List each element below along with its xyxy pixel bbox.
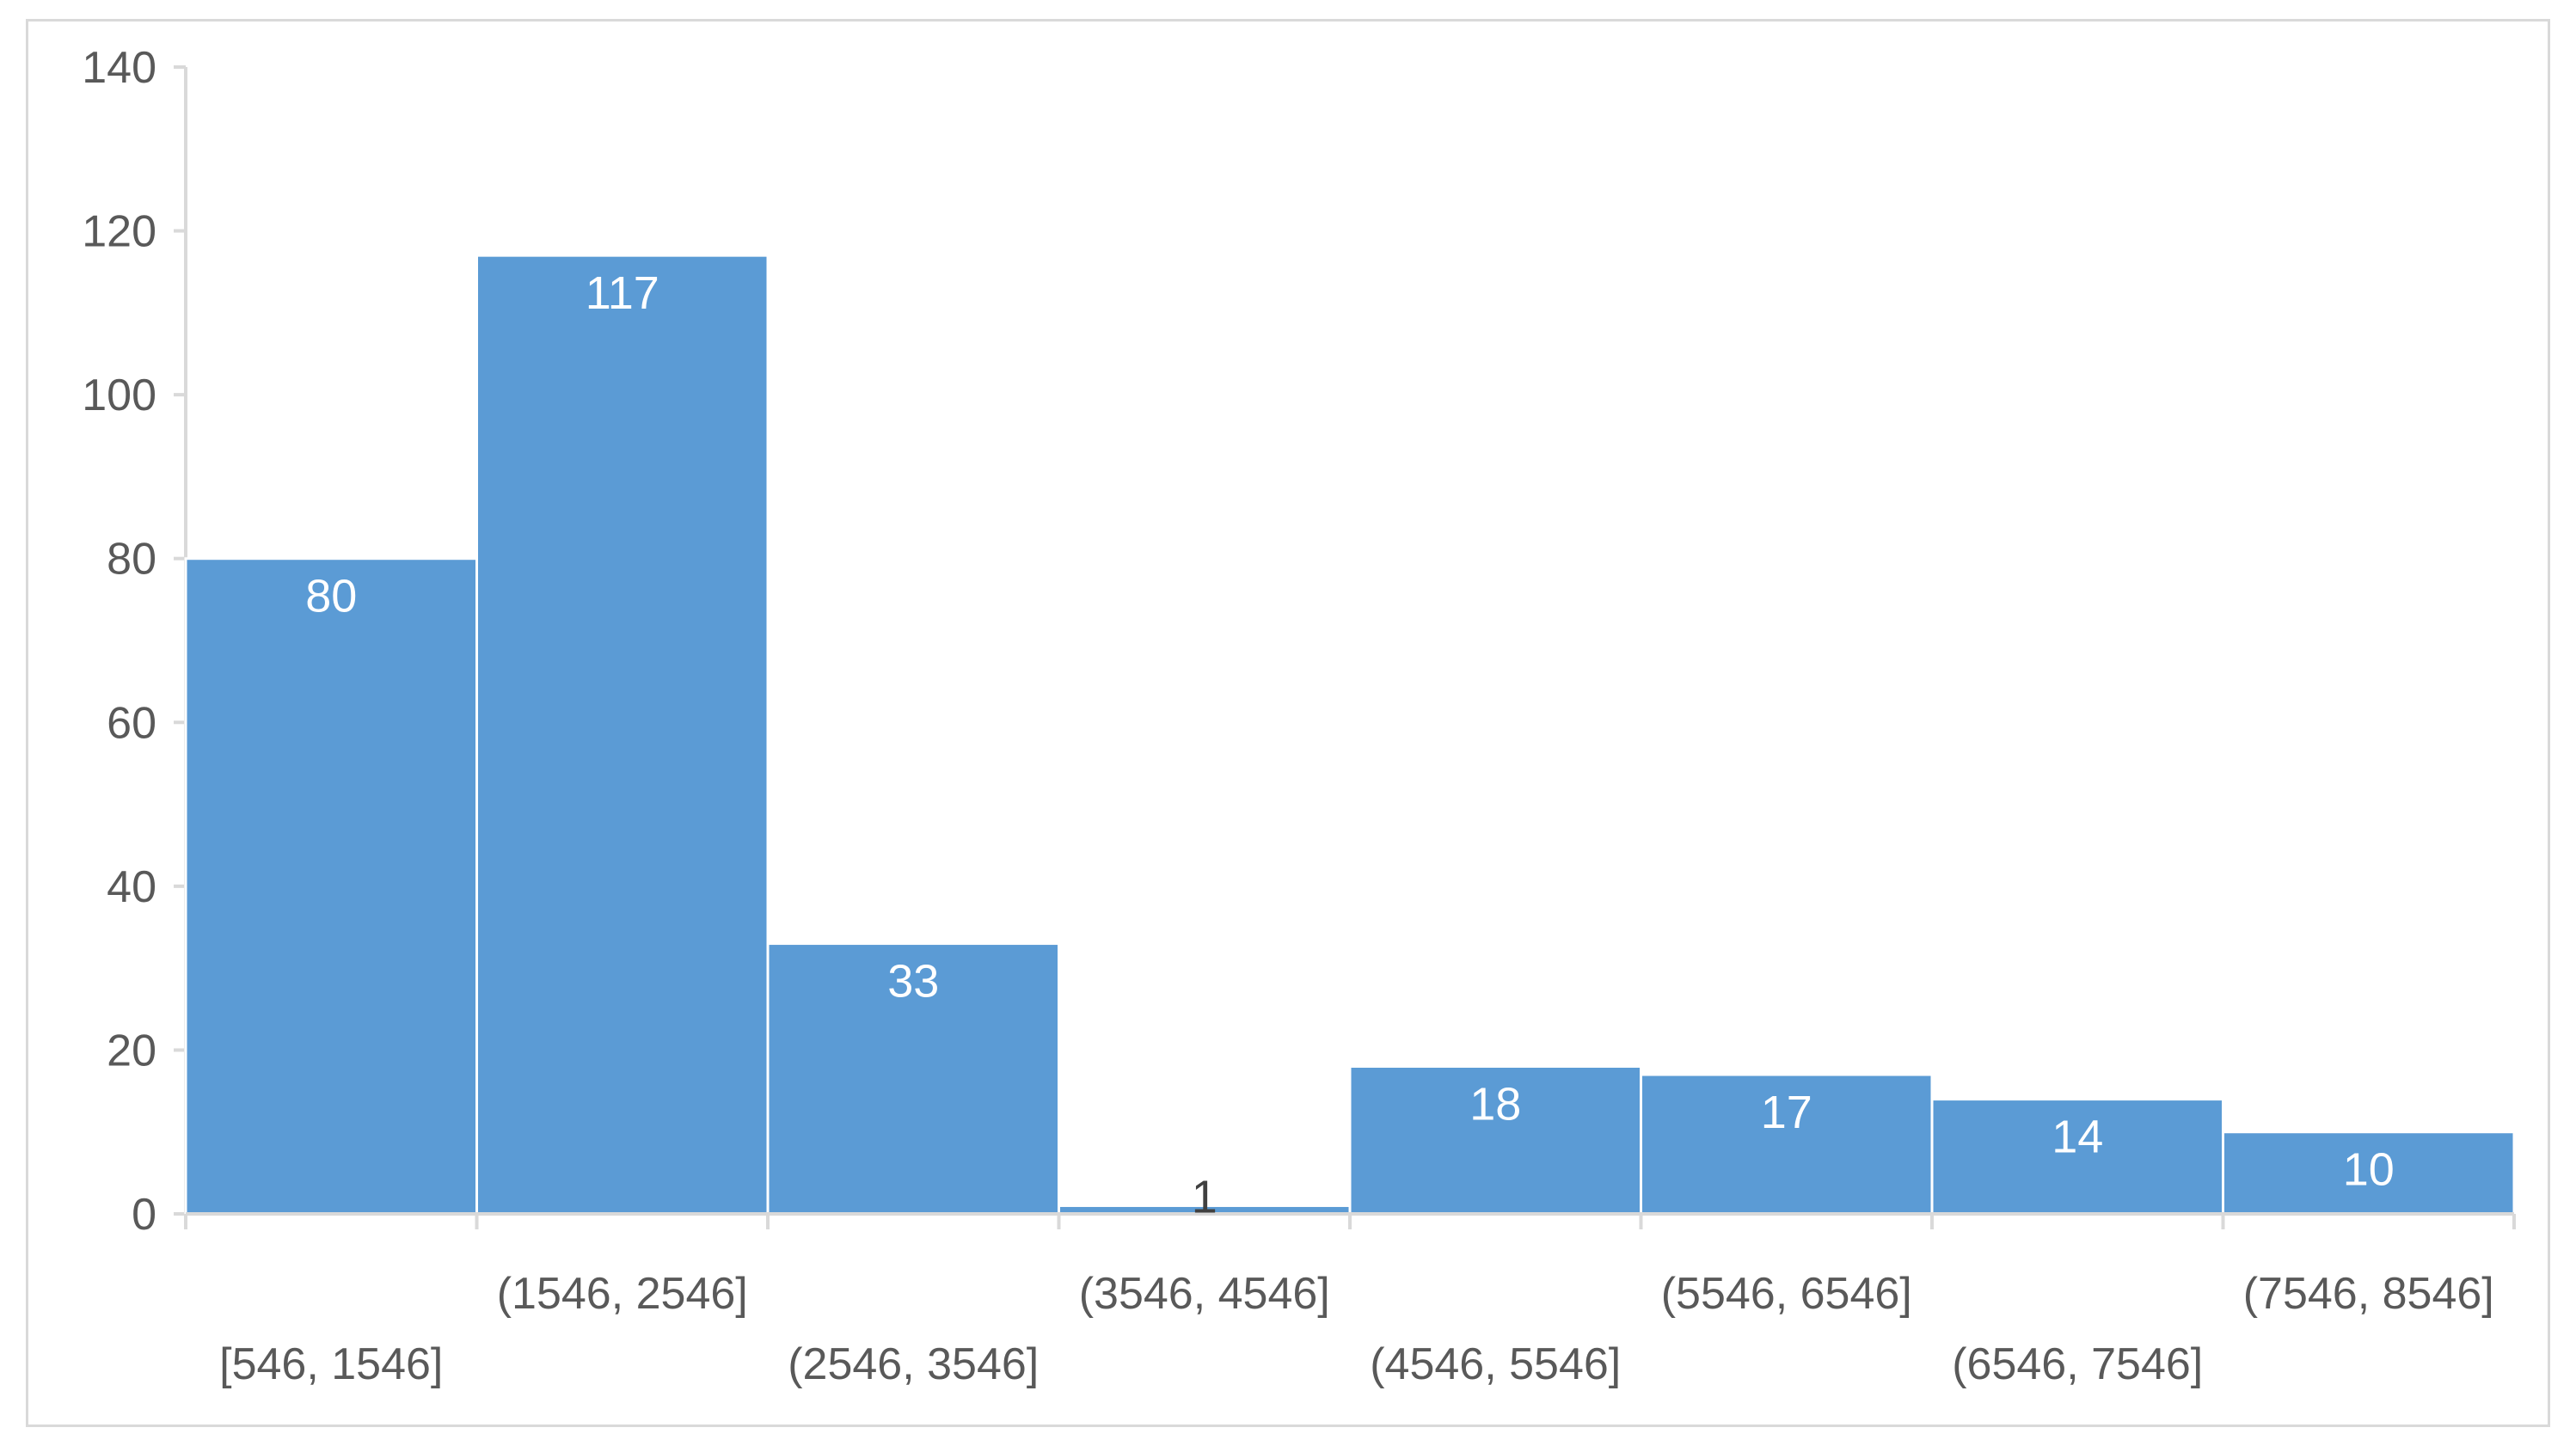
x-category-label: (7546, 8546] bbox=[2243, 1269, 2494, 1319]
y-tick-label: 120 bbox=[82, 207, 156, 257]
x-category-label: (5546, 6546] bbox=[1661, 1269, 1912, 1319]
bar-value-label: 117 bbox=[586, 267, 659, 319]
bar-value-label: 1 bbox=[1192, 1171, 1217, 1222]
x-axis: [546, 1546] (1546, 2546] (2546, 3546] (3546… bbox=[184, 1212, 2516, 1389]
y-tick-label: 80 bbox=[107, 535, 156, 585]
x-category-label: (2546, 3546] bbox=[788, 1339, 1039, 1389]
x-category-label: (1546, 2546] bbox=[497, 1269, 748, 1319]
bar bbox=[184, 557, 478, 1216]
data-labels: 80 117 33 1 18 17 14 10 bbox=[305, 267, 2395, 1222]
y-tick-label: 140 bbox=[82, 43, 156, 93]
y-tick-label: 0 bbox=[132, 1190, 156, 1240]
y-tick-label: 20 bbox=[107, 1026, 156, 1075]
x-category-label: (6546, 7546] bbox=[1952, 1339, 2203, 1389]
bar-value-label: 18 bbox=[1469, 1078, 1521, 1130]
bar bbox=[1640, 1073, 1934, 1216]
bar-value-label: 80 bbox=[305, 571, 357, 622]
bars bbox=[184, 254, 2516, 1216]
y-tick-label: 40 bbox=[107, 862, 156, 912]
y-tick-label: 100 bbox=[82, 371, 156, 420]
y-axis: 0 20 40 60 80 100 120 140 bbox=[82, 43, 187, 1240]
bar bbox=[1930, 1098, 2224, 1216]
bar-value-label: 33 bbox=[887, 956, 939, 1008]
bar-value-label: 17 bbox=[1761, 1087, 1812, 1138]
bar-value-label: 14 bbox=[2052, 1112, 2103, 1163]
x-category-label: (4546, 5546] bbox=[1370, 1339, 1621, 1389]
bar bbox=[475, 254, 770, 1216]
x-category-label: (3546, 4546] bbox=[1079, 1269, 1330, 1319]
y-tick-label: 60 bbox=[107, 698, 156, 748]
bar-value-label: 10 bbox=[2343, 1144, 2395, 1196]
x-category-label: [546, 1546] bbox=[219, 1339, 443, 1389]
